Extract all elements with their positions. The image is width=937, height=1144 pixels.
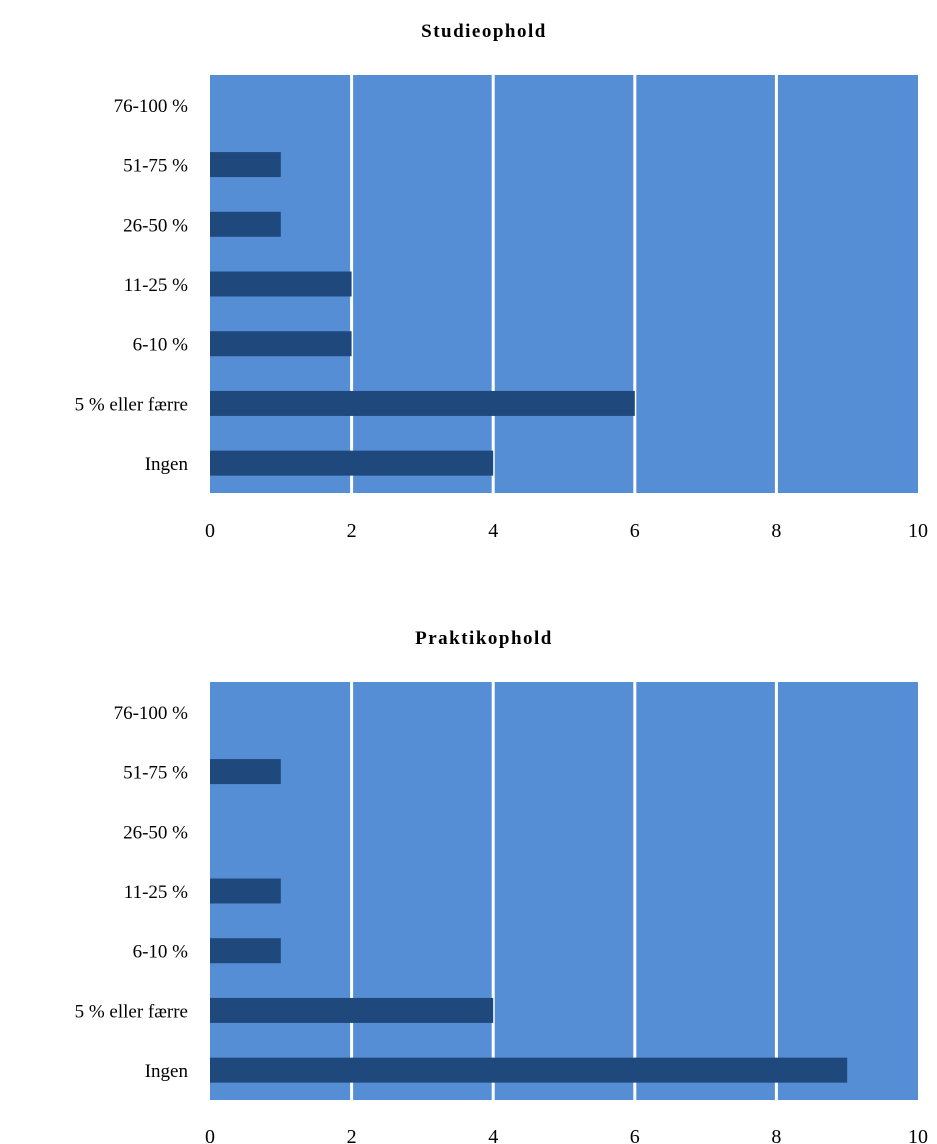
category-label: 26-50 %: [123, 215, 188, 236]
category-label: Ingen: [145, 454, 189, 475]
chart-title-praktikophold: Praktikophold: [415, 628, 553, 649]
category-label: 6-10 %: [133, 942, 189, 963]
x-tick-label: 4: [488, 1126, 498, 1144]
category-label: 51-75 %: [123, 156, 188, 177]
x-tick-label: 0: [205, 1126, 215, 1144]
x-tick-label: 8: [771, 1126, 781, 1144]
x-tick-label: 10: [908, 520, 928, 542]
x-tick-label: 2: [347, 520, 357, 542]
x-tick-label: 10: [908, 1126, 928, 1144]
bar: [210, 938, 281, 964]
category-label: 26-50 %: [123, 822, 188, 843]
bar: [210, 390, 635, 416]
chart-praktikophold: Praktikophold 76-100 % 51-75 % 26-50 % 11-25…: [75, 628, 928, 1144]
bar: [210, 997, 494, 1023]
category-label: 11-25 %: [124, 882, 188, 903]
chart-title-studieophold: Studieophold: [421, 21, 547, 42]
category-label: 5 % eller færre: [75, 1001, 188, 1022]
x-tick-label: 2: [347, 1126, 357, 1144]
category-label: 5 % eller færre: [75, 394, 188, 415]
plot-area: [210, 682, 918, 1100]
x-tick-label: 0: [205, 520, 215, 542]
bar: [210, 271, 352, 297]
category-label: 11-25 %: [124, 275, 188, 296]
x-tick-label: 4: [488, 520, 498, 542]
category-label: 76-100 %: [114, 703, 189, 724]
x-tick-label: 6: [630, 1126, 640, 1144]
bar: [210, 331, 352, 357]
category-label: 51-75 %: [123, 763, 188, 784]
bar: [210, 450, 494, 476]
x-tick-label: 6: [630, 520, 640, 542]
chart-studieophold: Studieophold 76-100 % 51-75 % 26-50 % 11-25 …: [75, 21, 928, 542]
category-label: 76-100 %: [114, 96, 189, 117]
bar: [210, 1057, 848, 1083]
bar: [210, 211, 281, 237]
category-label: Ingen: [145, 1061, 189, 1082]
bar: [210, 878, 281, 904]
bar: [210, 759, 281, 785]
category-label: 6-10 %: [133, 335, 189, 356]
x-tick-label: 8: [771, 520, 781, 542]
bar: [210, 152, 281, 178]
